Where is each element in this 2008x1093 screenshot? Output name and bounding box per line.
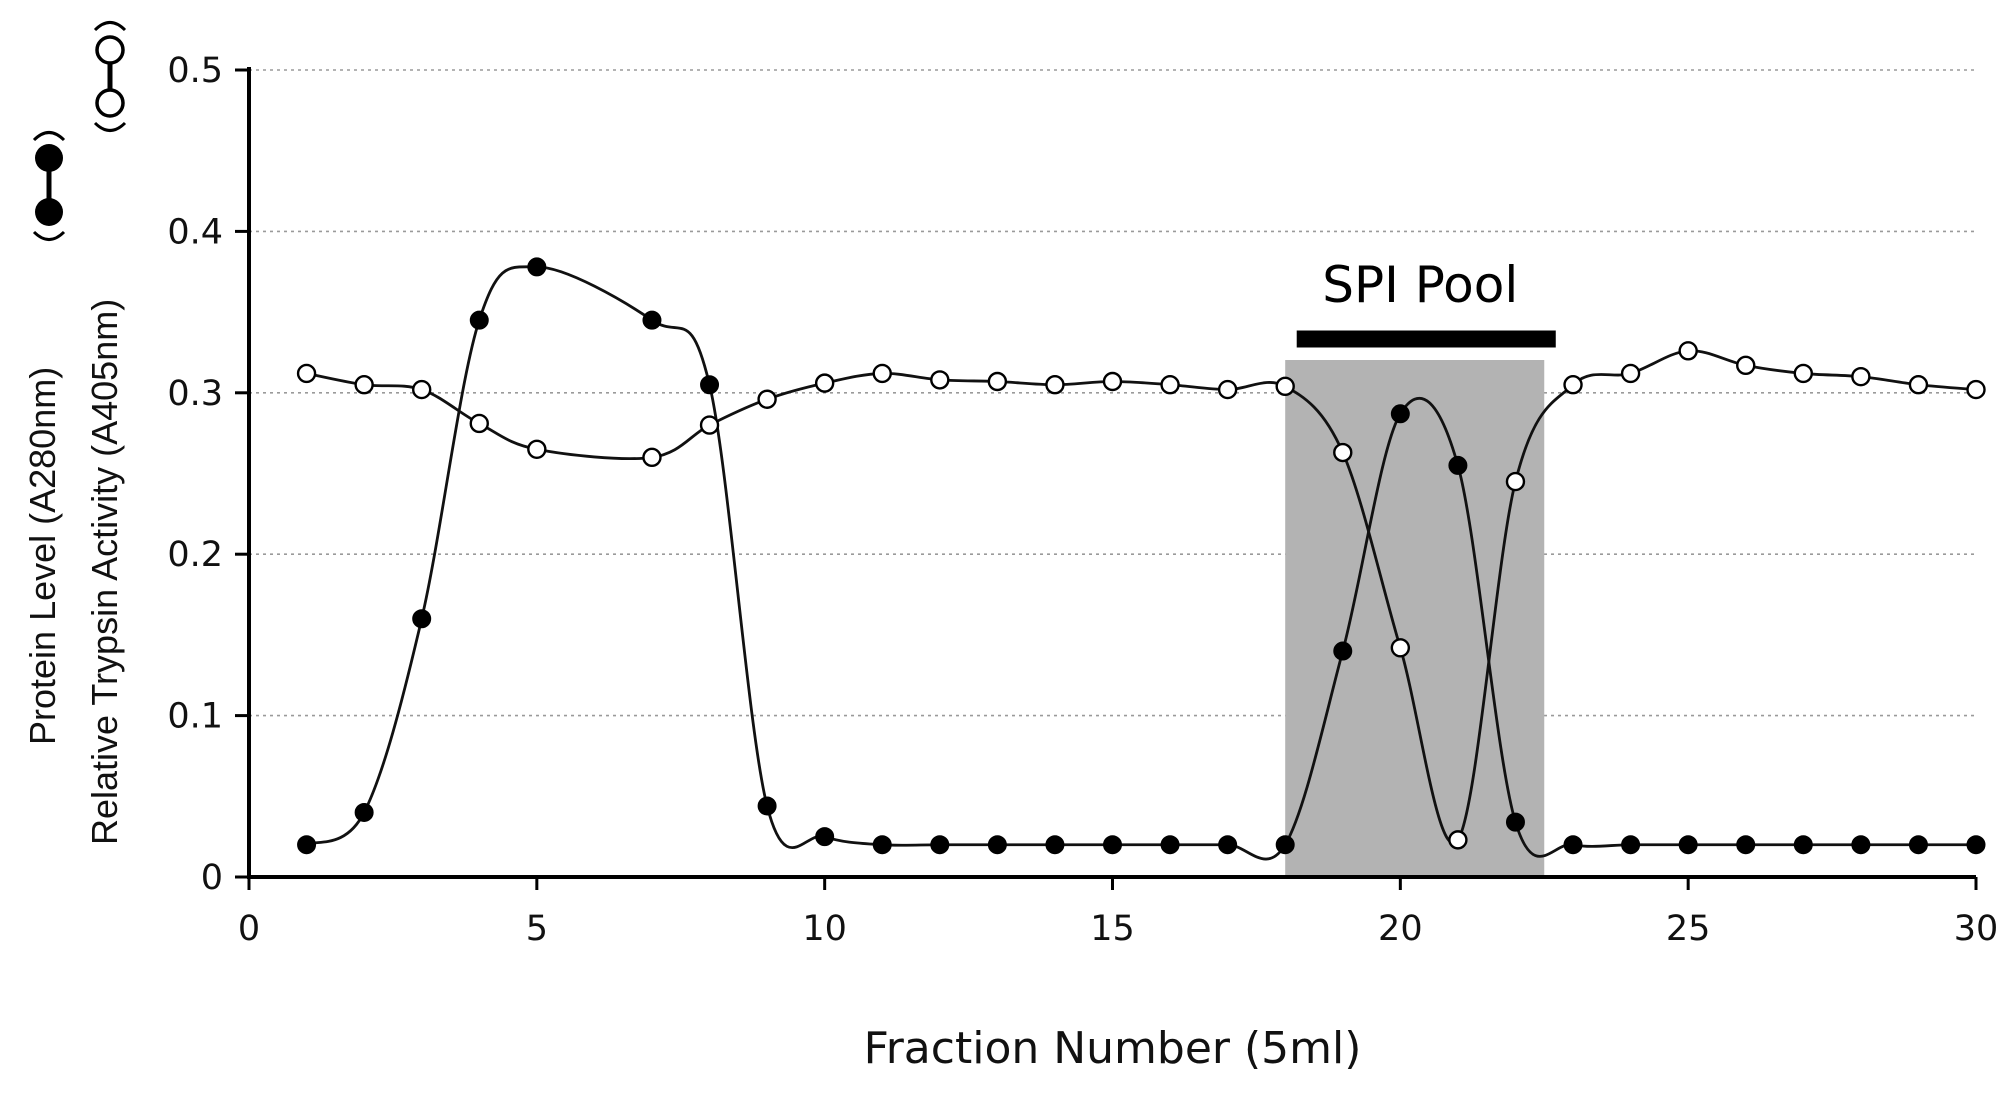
data-point-open <box>1851 366 1871 387</box>
data-point-open <box>469 413 489 434</box>
y-tick-label: 0.2 <box>167 535 223 575</box>
x-tick-label: 15 <box>1090 909 1135 949</box>
data-point-open <box>1217 379 1238 400</box>
gridlines <box>249 69 1976 717</box>
data-point-open <box>1102 371 1123 392</box>
y-tick-label: 0.1 <box>167 697 223 737</box>
data-point-filled <box>1793 835 1813 855</box>
data-point-filled <box>1218 835 1238 855</box>
data-point-filled <box>757 796 777 816</box>
data-point-open <box>527 439 547 459</box>
data-point-filled <box>642 310 662 330</box>
tick-labels: 0 0.1 0.2 0.3 0.4 0.5 0 5 10 15 20 25 30 <box>167 51 1998 949</box>
data-point-filled <box>1908 835 1928 855</box>
data-point-open <box>1736 355 1756 376</box>
key-marker <box>35 144 63 172</box>
data-point-filled <box>1045 835 1065 855</box>
series-layer <box>296 257 1986 861</box>
data-point-open <box>1390 638 1411 658</box>
filled-circle-series-key-icon <box>32 131 66 241</box>
data-point-filled <box>527 257 547 277</box>
axes <box>235 67 1978 890</box>
data-point-filled <box>815 827 835 847</box>
data-point-filled <box>1333 641 1353 661</box>
y-axis-title-line1: Protein Level (A280nm) <box>22 367 63 745</box>
key-bracket <box>32 230 66 241</box>
y-tick-label: 0.4 <box>167 212 223 252</box>
data-point-open <box>1275 376 1295 397</box>
data-point-open <box>1563 375 1583 395</box>
series-line-open <box>306 349 1977 845</box>
key-bracket <box>93 121 127 132</box>
x-tick-label: 25 <box>1666 909 1711 949</box>
y-axis-title: Protein Level (A280nm) Relative Trypsin … <box>22 21 127 845</box>
data-point-filled <box>354 802 374 822</box>
data-point-open <box>1333 442 1353 463</box>
x-tick-label: 30 <box>1954 909 1999 949</box>
data-point-filled <box>412 609 432 629</box>
data-point-filled <box>1390 404 1410 424</box>
data-point-filled <box>469 310 489 330</box>
key-bracket <box>32 131 66 142</box>
data-point-open <box>1908 375 1929 395</box>
data-point-filled <box>1966 835 1986 855</box>
data-point-open <box>1793 363 1814 384</box>
data-point-open <box>1448 830 1468 850</box>
data-point-filled <box>1275 835 1295 855</box>
data-point-filled <box>872 835 892 855</box>
x-axis-title: Fraction Number (5ml) <box>864 1023 1362 1074</box>
data-point-filled <box>1448 455 1468 475</box>
data-point-filled <box>700 375 720 395</box>
data-point-open <box>1678 341 1698 361</box>
data-point-open <box>1505 471 1526 492</box>
x-tick-label: 0 <box>238 909 260 949</box>
data-point-filled <box>297 835 317 855</box>
data-point-filled <box>1505 812 1525 832</box>
data-point-filled <box>987 835 1007 855</box>
data-point-filled <box>1103 835 1122 855</box>
data-point-open <box>872 363 892 384</box>
y-axis-title-line2: Relative Trypsin Activity (A405nm) <box>84 299 125 845</box>
x-tick-label: 20 <box>1378 909 1423 949</box>
x-tick-label: 5 <box>526 909 548 949</box>
spi-pool-shaded-region <box>1285 360 1545 877</box>
data-point-open <box>699 415 720 435</box>
key-marker <box>35 198 63 226</box>
data-point-open <box>814 373 835 393</box>
data-point-open <box>354 375 374 395</box>
data-point-open <box>757 389 777 409</box>
y-tick-label: 0 <box>201 858 223 898</box>
data-point-open <box>1620 363 1641 384</box>
y-tick-label: 0.5 <box>167 51 223 91</box>
data-point-filled <box>930 835 950 855</box>
series-line-filled <box>305 265 1976 861</box>
data-point-open <box>1045 375 1065 395</box>
data-point-open <box>296 363 317 384</box>
key-bracket <box>93 21 127 32</box>
data-point-filled <box>1160 835 1180 855</box>
x-tick-label: 10 <box>802 909 847 949</box>
key-marker <box>95 88 125 118</box>
open-circle-series-key-icon <box>93 21 127 132</box>
data-point-open <box>987 371 1008 392</box>
data-point-open <box>1160 375 1180 395</box>
data-point-open <box>642 447 662 468</box>
data-point-open <box>1966 379 1986 400</box>
data-point-filled <box>1678 835 1698 855</box>
data-point-filled <box>1563 835 1583 855</box>
data-point-open <box>412 379 432 400</box>
data-point-filled <box>1736 835 1756 855</box>
data-point-open <box>930 370 950 390</box>
key-marker <box>95 35 125 65</box>
y-tick-label: 0.3 <box>167 374 223 414</box>
data-point-filled <box>1621 835 1641 855</box>
data-point-filled <box>1851 835 1871 855</box>
spi-pool-label: SPI Pool <box>1322 256 1518 314</box>
